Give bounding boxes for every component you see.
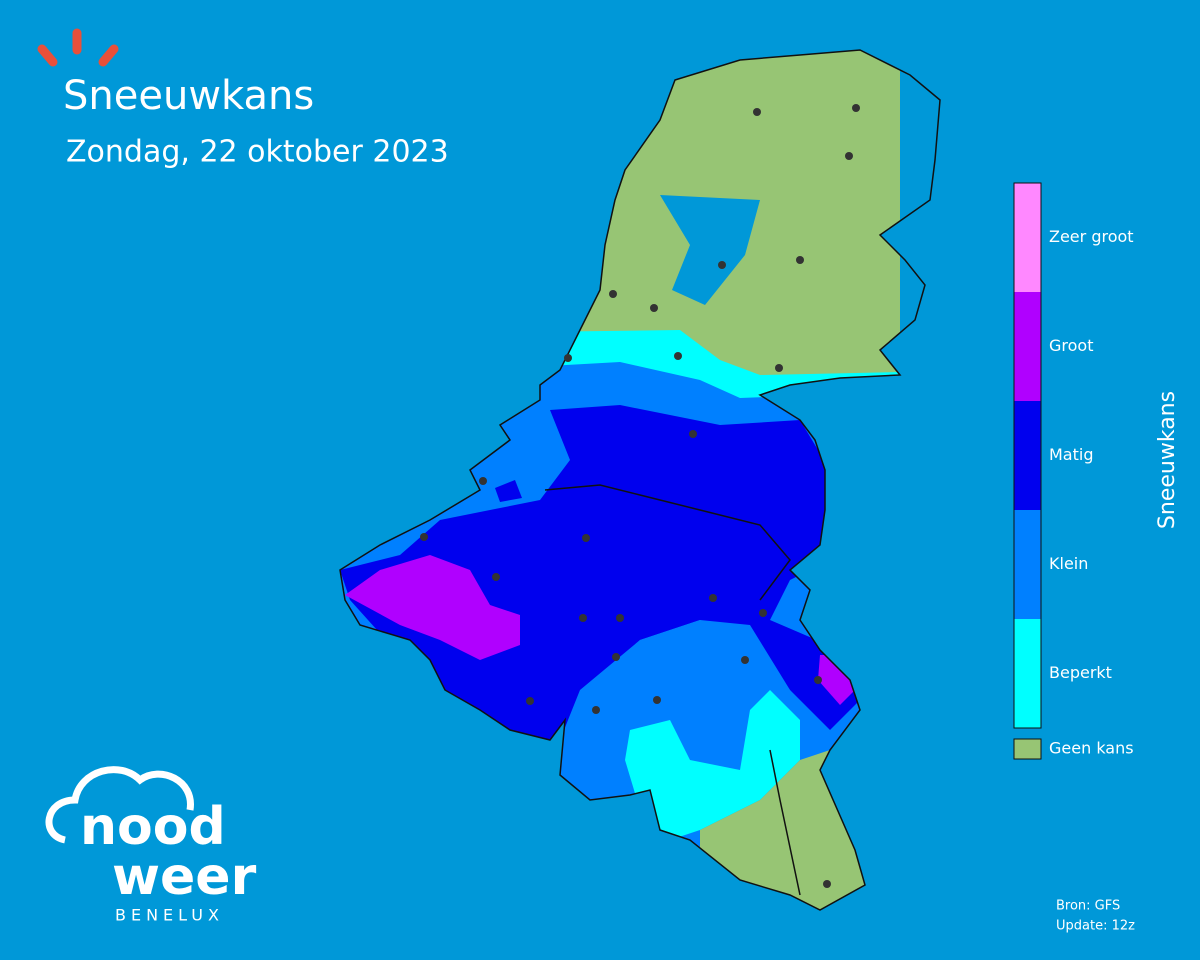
legend-frame [1013, 182, 1042, 729]
city [741, 656, 749, 664]
legend-label: Matig [1049, 445, 1093, 464]
city [718, 261, 726, 269]
legend-swatch [1014, 510, 1041, 619]
city [650, 304, 658, 312]
ijsselmeer [660, 195, 760, 305]
city [616, 614, 624, 622]
zone-groot-east [818, 655, 855, 705]
city [420, 533, 428, 541]
city [592, 706, 600, 714]
city [579, 614, 587, 622]
border-nl-be [544, 484, 791, 601]
city [823, 880, 831, 888]
legend-swatch [1014, 619, 1041, 728]
city [526, 697, 534, 705]
city [775, 364, 783, 372]
legend-label: Zeer groot [1049, 227, 1134, 246]
title: Sneeuwkans [63, 73, 314, 119]
legend-swatch [1014, 292, 1041, 401]
zone-beperkt-south [625, 690, 800, 840]
zone-matig-zeeland [495, 480, 522, 502]
legend-label: Groot [1049, 336, 1093, 355]
logo: nood weer BENELUX [45, 766, 257, 925]
zone-none-south [700, 750, 870, 910]
zone-matig [340, 405, 860, 740]
legend-swatch [1014, 183, 1041, 292]
logo-line1: nood [80, 797, 226, 857]
city [582, 534, 590, 542]
border-be-lu [769, 749, 801, 896]
city [492, 573, 500, 581]
city [759, 609, 767, 617]
legend-swatch [1014, 401, 1041, 510]
city [845, 152, 853, 160]
legend-title: Sneeuwkans [1155, 391, 1180, 529]
legend-label: Beperkt [1049, 663, 1112, 682]
cities [420, 104, 860, 888]
city [709, 594, 717, 602]
subtitle: Zondag, 22 oktober 2023 [66, 135, 449, 170]
city [796, 256, 804, 264]
city [609, 290, 617, 298]
city [564, 354, 572, 362]
source: Bron: GFS [1056, 899, 1120, 914]
brand-mark [37, 28, 119, 67]
city [753, 108, 761, 116]
logo-line3: BENELUX [115, 906, 224, 925]
city [479, 477, 487, 485]
map [340, 50, 900, 910]
zone-groot-west [345, 555, 520, 660]
city [653, 696, 661, 704]
legend-swatch [1013, 738, 1042, 760]
city [674, 352, 682, 360]
legend: Zeer groot Groot Matig Klein Beperkt Geen kan… [1013, 182, 1134, 760]
logo-line2: weer [112, 847, 257, 907]
legend-label: Geen kans [1049, 739, 1134, 758]
logo-cloud [45, 766, 194, 844]
city [814, 676, 822, 684]
city [852, 104, 860, 112]
city [689, 430, 697, 438]
update: Update: 12z [1056, 919, 1135, 934]
city [612, 653, 620, 661]
legend-label: Klein [1049, 554, 1088, 573]
